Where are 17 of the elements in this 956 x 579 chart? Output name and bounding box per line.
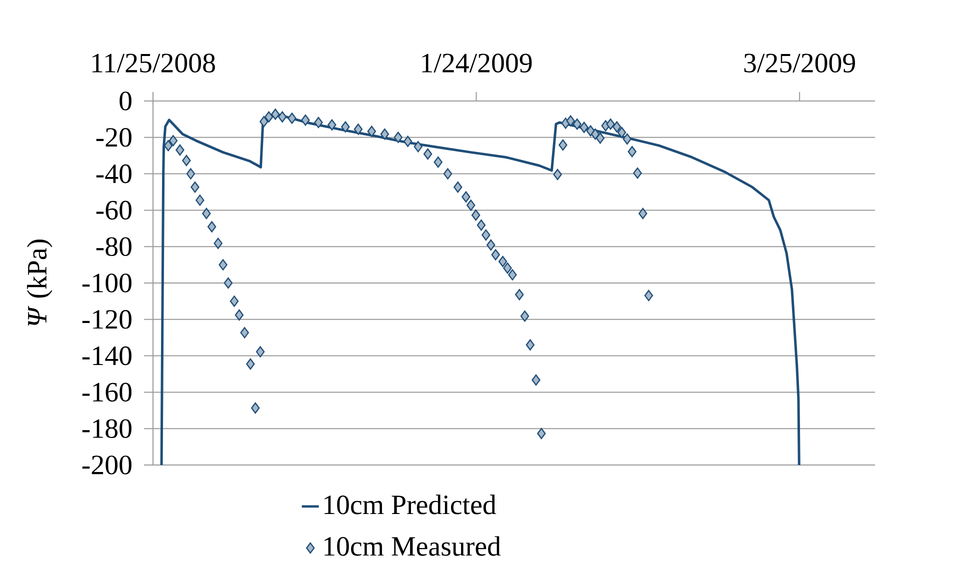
y-tick-label: -200 [82,456,132,474]
y-tick-label: -140 [82,346,132,366]
y-tick-label: -20 [96,128,132,147]
x-tick-label: 3/25/2009 [744,54,855,72]
y-tick-label: -80 [96,237,132,256]
legend-label: 10cm Predicted [324,494,496,514]
x-tick-label: 1/24/2009 [422,54,532,72]
y-tick-label: -40 [96,164,132,184]
y-axis-title: Ψ (kPa) [26,240,52,326]
y-tick-label: -180 [82,419,132,438]
y-tick-label: 0 [120,92,132,110]
x-tick-label: 11/25/2008 [92,54,215,72]
y-tick-label: -160 [82,382,132,402]
y-tick-label: -100 [82,274,132,292]
y-tick-label: -60 [96,200,132,220]
y-tick-label: -120 [82,310,132,329]
legend-label: 10cm Measured [324,536,501,556]
